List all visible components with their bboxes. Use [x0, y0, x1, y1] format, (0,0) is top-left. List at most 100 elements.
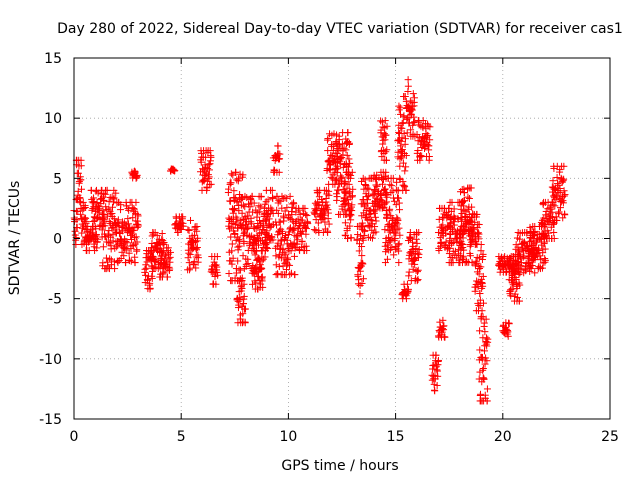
data-point — [228, 260, 236, 268]
data-point — [480, 319, 488, 327]
data-point — [302, 211, 310, 219]
data-point — [364, 221, 372, 229]
y-tick-label: 0 — [53, 232, 62, 248]
data-point — [382, 131, 390, 139]
data-point — [389, 174, 397, 182]
data-point — [396, 231, 404, 239]
data-point — [414, 276, 422, 284]
data-point — [146, 284, 154, 292]
data-point — [287, 269, 295, 277]
data-point — [401, 167, 409, 175]
data-point — [468, 259, 476, 267]
data-point — [76, 194, 84, 202]
data-point — [229, 254, 237, 262]
data-point — [251, 251, 259, 259]
data-point — [111, 265, 119, 273]
data-point — [106, 255, 114, 263]
data-point — [302, 225, 310, 233]
data-point — [432, 351, 440, 359]
data-point — [391, 234, 399, 242]
data-point — [414, 249, 422, 257]
data-point — [255, 202, 263, 210]
data-point — [383, 122, 391, 130]
data-point — [315, 201, 323, 209]
data-point — [101, 222, 109, 230]
data-point — [90, 198, 98, 206]
data-point — [245, 200, 253, 208]
data-point — [130, 234, 138, 242]
data-point — [253, 247, 261, 255]
data-point — [345, 189, 353, 197]
data-point — [171, 167, 179, 175]
data-point — [131, 259, 139, 267]
data-point — [199, 176, 207, 184]
data-point — [165, 255, 173, 263]
data-point — [298, 237, 306, 245]
data-point — [359, 275, 367, 283]
data-point — [426, 123, 434, 131]
data-point — [108, 193, 116, 201]
data-point — [205, 175, 213, 183]
data-point — [333, 193, 341, 201]
data-point — [479, 364, 487, 372]
data-point — [158, 230, 166, 238]
data-point — [262, 231, 270, 239]
data-point — [179, 222, 187, 230]
data-point — [227, 170, 235, 178]
data-point — [302, 242, 310, 250]
data-point — [259, 283, 267, 291]
data-point — [255, 241, 263, 249]
data-point — [325, 165, 333, 173]
data-point — [280, 235, 288, 243]
data-point — [276, 150, 284, 158]
data-point — [314, 201, 322, 209]
data-point — [383, 193, 391, 201]
data-point — [74, 169, 82, 177]
data-point — [242, 305, 250, 313]
data-point — [345, 212, 353, 220]
data-point — [200, 176, 208, 184]
data-point — [358, 243, 366, 251]
data-point — [433, 366, 441, 374]
data-point — [212, 280, 220, 288]
data-point — [108, 261, 116, 269]
data-point — [402, 163, 410, 171]
data-point — [124, 215, 132, 223]
data-point — [388, 182, 396, 190]
y-tick-labels: -15 -10 -5 0 5 10 15 — [39, 51, 62, 428]
x-tick-labels: 0 5 10 15 20 25 — [70, 429, 619, 445]
data-point — [290, 200, 298, 208]
data-point — [415, 121, 423, 129]
data-point — [476, 327, 484, 335]
data-point — [251, 267, 259, 275]
data-point — [364, 196, 372, 204]
data-point — [505, 320, 513, 328]
data-point — [130, 206, 138, 214]
data-point — [378, 180, 386, 188]
data-point — [359, 174, 367, 182]
data-point — [333, 168, 341, 176]
data-point — [341, 177, 349, 185]
data-point — [383, 146, 391, 154]
data-point — [392, 218, 400, 226]
data-point — [94, 235, 102, 243]
data-point — [426, 136, 434, 144]
data-point — [346, 159, 354, 167]
data-point — [366, 215, 374, 223]
data-point — [397, 137, 405, 145]
data-point — [345, 139, 353, 147]
data-point — [275, 168, 283, 176]
data-point — [273, 206, 281, 214]
data-point — [395, 240, 403, 248]
data-point — [354, 231, 362, 239]
data-point — [256, 261, 264, 269]
data-point — [425, 153, 433, 161]
data-point — [390, 197, 398, 205]
data-point — [401, 183, 409, 191]
data-point — [424, 131, 432, 139]
data-point — [377, 126, 385, 134]
data-point — [335, 186, 343, 194]
data-point — [344, 235, 352, 242]
data-point — [243, 194, 251, 202]
data-point — [372, 228, 380, 236]
